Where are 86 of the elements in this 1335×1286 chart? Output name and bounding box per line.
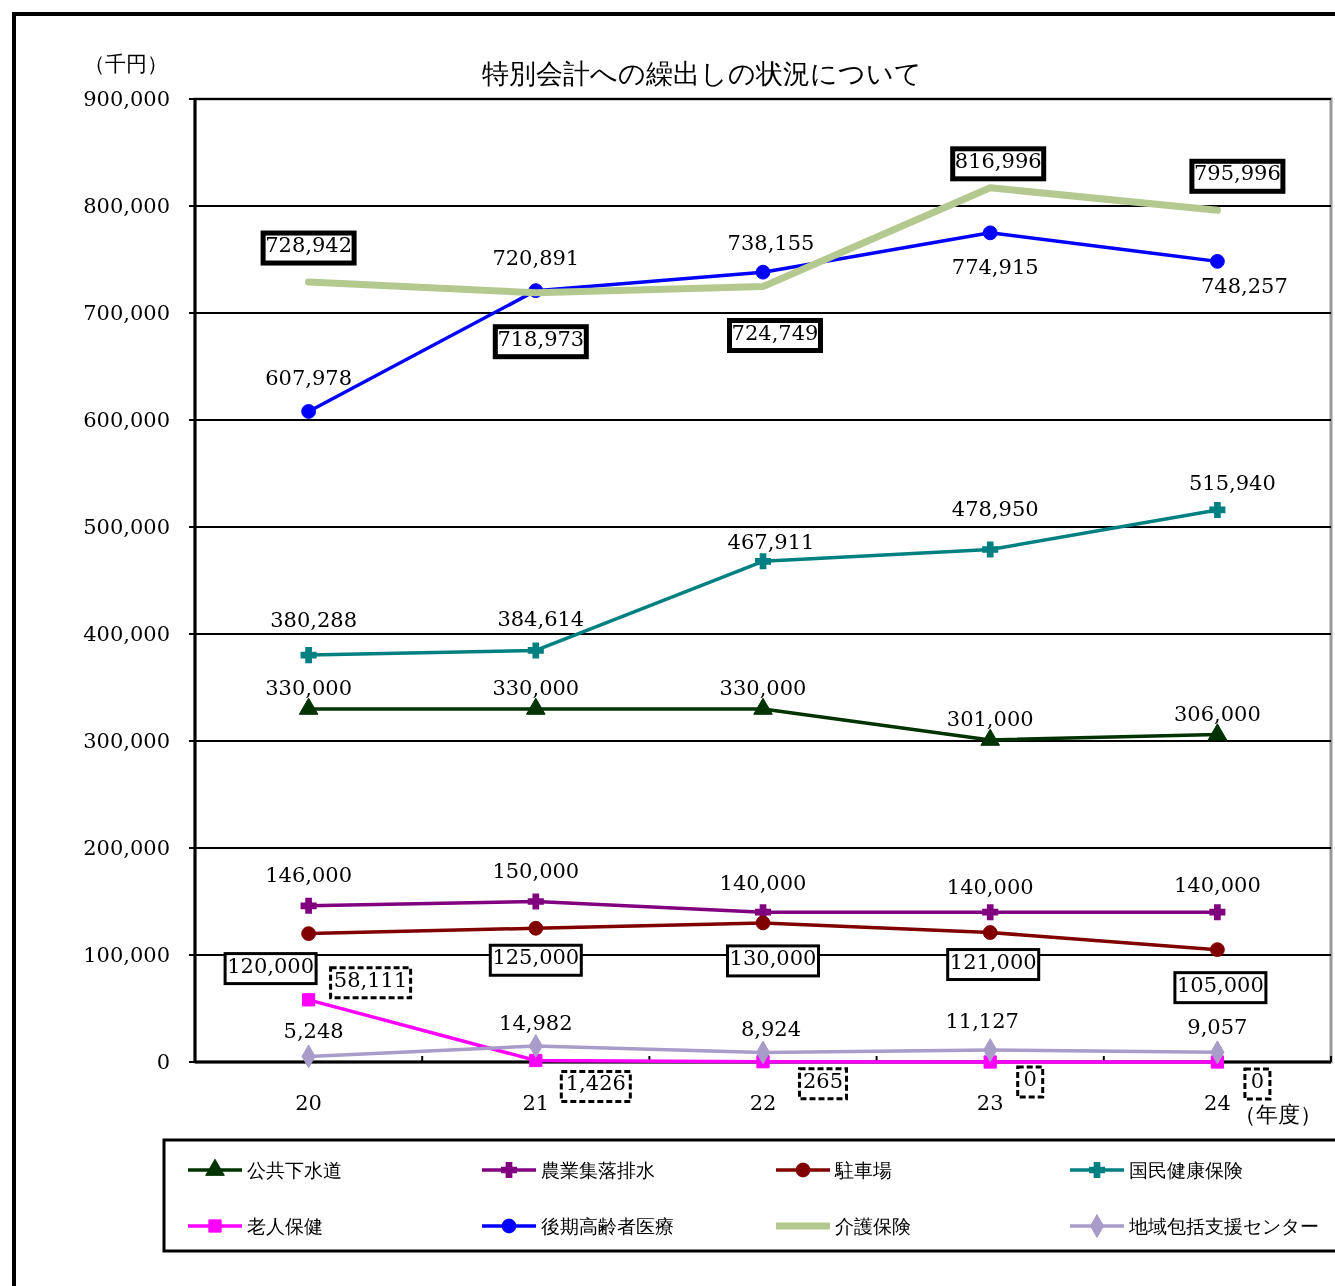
x-tick-label: 20 <box>295 1091 322 1115</box>
data-label: 774,915 <box>951 254 1039 279</box>
point <box>528 920 544 936</box>
data-label: 1,426 <box>565 1071 626 1096</box>
legend-label: 国民健康保険 <box>1129 1158 1243 1181</box>
data-label: 607,978 <box>265 366 353 391</box>
chart-title: 特別会計への繰出しの状況について <box>482 58 922 89</box>
x-axis-title: （年度） <box>1234 1102 1322 1127</box>
data-label: 478,950 <box>951 496 1039 521</box>
y-tick-label: 800,000 <box>83 194 170 219</box>
point <box>982 225 998 241</box>
point <box>300 647 317 664</box>
data-label: 9,057 <box>1187 1015 1248 1040</box>
data-label: 140,000 <box>719 871 807 896</box>
x-tick-label: 23 <box>976 1091 1004 1115</box>
data-label: 816,996 <box>954 148 1042 173</box>
point <box>301 993 316 1007</box>
data-label: 515,940 <box>1188 470 1276 495</box>
point <box>982 904 999 921</box>
data-label: 718,973 <box>497 326 585 351</box>
legend-label: 介護保険 <box>835 1214 911 1237</box>
y-tick-label: 100,000 <box>83 943 170 968</box>
point <box>755 264 771 280</box>
point <box>1209 253 1225 269</box>
point <box>300 897 317 914</box>
point <box>982 541 999 558</box>
point <box>301 926 317 941</box>
data-label: 0 <box>1023 1067 1037 1091</box>
y-tick-label: 700,000 <box>83 301 170 326</box>
data-label: 380,288 <box>270 608 358 633</box>
data-label: 125,000 <box>492 945 580 970</box>
data-label: 140,000 <box>1173 873 1261 898</box>
data-label: 724,749 <box>731 320 819 345</box>
legend-label: 老人保健 <box>247 1214 323 1237</box>
data-label: 121,000 <box>949 949 1037 974</box>
x-tick-label: 24 <box>1204 1091 1231 1115</box>
point <box>301 404 317 419</box>
legend-label: 農業集落排水 <box>541 1158 655 1181</box>
point <box>754 553 772 570</box>
point <box>1209 904 1226 921</box>
data-label: 720,891 <box>492 245 580 270</box>
data-label: 146,000 <box>265 862 353 887</box>
point <box>982 925 998 940</box>
legend-label: 公共下水道 <box>247 1158 342 1181</box>
x-tick-label: 22 <box>749 1091 777 1115</box>
data-label: 8,924 <box>740 1017 802 1042</box>
data-label: 728,942 <box>265 233 353 258</box>
data-label: 130,000 <box>729 945 817 970</box>
x-tick-label: 21 <box>522 1091 550 1115</box>
point <box>527 642 544 659</box>
y-tick-label: 600,000 <box>83 408 170 433</box>
data-label: 467,911 <box>727 530 815 555</box>
data-label: 795,996 <box>1193 161 1281 186</box>
data-label: 58,111 <box>333 967 408 992</box>
data-label: 330,000 <box>719 675 807 700</box>
data-label: 150,000 <box>492 858 580 883</box>
data-label: 330,000 <box>492 675 580 700</box>
data-label: 11,127 <box>945 1009 1019 1034</box>
y-tick-label: 200,000 <box>83 836 170 861</box>
y-tick-label: 900,000 <box>83 87 170 112</box>
y-tick-label: 400,000 <box>83 622 170 647</box>
data-label: 265 <box>802 1068 844 1093</box>
y-tick-label: 300,000 <box>83 729 170 754</box>
data-label: 301,000 <box>946 706 1034 731</box>
data-label: 120,000 <box>227 953 315 978</box>
data-label: 738,155 <box>727 231 815 256</box>
data-label: 306,000 <box>1173 701 1261 726</box>
point <box>527 893 544 910</box>
point <box>1209 942 1225 958</box>
point <box>755 915 771 931</box>
y-tick-label: 500,000 <box>83 515 170 540</box>
data-label: 0 <box>1250 1069 1265 1093</box>
legend-label: 後期高齢者医療 <box>541 1214 674 1237</box>
data-label: 330,000 <box>265 675 353 700</box>
data-label: 140,000 <box>946 875 1034 900</box>
legend-label: 地域包括支援センター <box>1128 1214 1319 1237</box>
legend-label: 駐車場 <box>834 1158 892 1181</box>
y-axis-title: （千円） <box>84 52 168 76</box>
point <box>529 1053 543 1068</box>
data-label: 748,257 <box>1200 274 1288 299</box>
data-label: 14,982 <box>499 1010 573 1035</box>
data-label: 5,248 <box>283 1019 344 1044</box>
data-label: 105,000 <box>1176 972 1264 997</box>
y-tick-label: 0 <box>156 1050 170 1075</box>
data-label: 384,614 <box>497 607 585 632</box>
point <box>1209 501 1226 518</box>
